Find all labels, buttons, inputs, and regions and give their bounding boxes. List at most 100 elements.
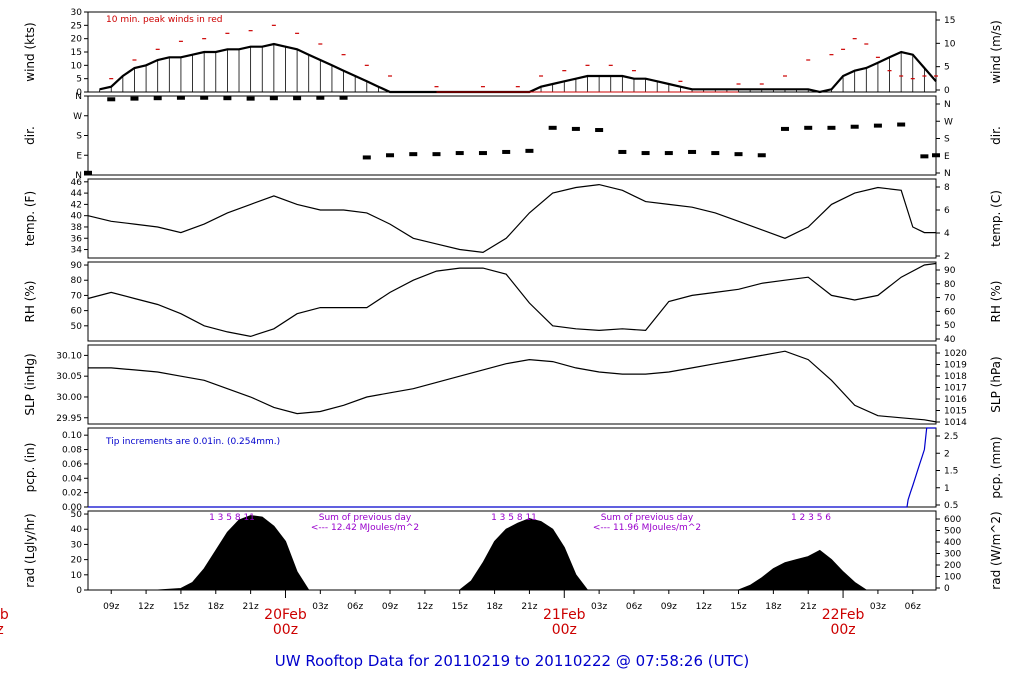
right-tick-label: 200 [944,561,961,571]
direction-point [711,151,720,156]
radiation-sum-note: <--- 11.96 MJoules/m^2 [593,523,701,533]
direction-point [107,97,116,102]
right-tick-label: 1 [944,484,950,494]
right-tick-label: 0 [944,584,950,594]
left-tick-label: 30.10 [56,351,82,361]
time-tick-label: 15z [730,602,746,612]
time-tick-label: 18z [765,602,781,612]
right-tick-label: 1020 [944,349,967,359]
panel-frame [87,178,937,259]
left-tick-label: 0.10 [62,431,82,441]
ylabel-right: pcp. (mm) [989,436,1003,498]
wind-line [99,42,937,94]
direction-point [386,153,395,158]
ylabel-left: rad (Lgly/hr) [23,513,37,587]
right-tick-label: 2 [944,252,950,262]
chart-title: UW Rooftop Data for 20110219 to 20110222… [275,652,749,670]
direction-point [130,96,139,101]
ylabel-right: SLP (hPa) [989,356,1003,412]
left-tick-label: 29.95 [56,414,82,424]
direction-point [873,123,882,128]
direction-point [688,149,697,154]
temp-line [87,183,936,254]
right-tick-label: S [944,135,950,145]
direction-point [757,153,766,158]
direction-point [478,151,487,156]
direction-point [153,96,162,101]
right-tick-label: 1019 [944,361,967,371]
date-time-label: 00z [552,622,577,638]
left-tick-label: 20 [71,35,83,45]
ylabel-left: temp. (F) [23,191,37,246]
right-tick-label: 500 [944,527,961,537]
left-tick-label: E [76,151,82,161]
direction-point [269,96,278,101]
time-tick-label: 18z [208,602,224,612]
left-tick-label: N [75,171,82,181]
left-tick-label: 10 [71,571,83,581]
right-tick-label: 100 [944,573,961,583]
right-tick-label: 5 [944,63,950,73]
direction-point [502,149,511,154]
direction-point [455,151,464,156]
time-tick-label: 12z [696,602,712,612]
right-tick-label: 1016 [944,395,967,405]
precip-annotation: Tip increments are 0.01in. (0.254mm.) [105,437,280,447]
left-tick-label: 50 [71,322,83,332]
right-tick-label: 1015 [944,407,967,417]
ylabel-right: RH (%) [989,281,1003,323]
time-tick-label: 15z [173,602,189,612]
direction-point [618,149,627,154]
right-tick-label: 1014 [944,418,967,428]
left-tick-label: 38 [71,223,83,233]
date-time-label: 00z [273,622,298,638]
left-tick-label: 30.00 [56,393,82,403]
time-tick-label: 21z [800,602,816,612]
direction-point [223,96,232,101]
date-label: 21Feb [543,607,586,623]
radiation-area [88,515,936,591]
left-tick-label: 40 [71,212,83,222]
radiation-sum-note: Sum of previous day [319,513,412,523]
left-tick-label: 90 [71,261,83,271]
left-tick-label: 44 [71,189,83,199]
edge-time-label: z [0,622,4,638]
direction-point [432,152,441,157]
left-tick-label: 5 [76,75,82,85]
direction-point [293,96,302,101]
right-tick-label: N [944,100,951,110]
precip-line [88,427,936,508]
left-tick-label: 0.02 [62,489,82,499]
left-tick-label: 0.00 [62,503,82,513]
right-tick-label: 10 [944,39,956,49]
slp-line [88,350,937,423]
left-tick-label: 50 [71,510,83,520]
right-tick-label: 400 [944,538,961,548]
date-label: 20Feb [264,607,307,623]
rh-line [87,262,937,338]
right-tick-label: 0 [944,86,950,96]
time-tick-label: 06z [905,602,921,612]
ylabel-right: rad (W/m^2) [989,511,1003,589]
left-tick-label: S [76,132,82,142]
left-tick-label: 25 [71,21,82,31]
left-tick-label: 42 [71,200,82,210]
left-tick-label: 80 [71,276,83,286]
direction-point [571,126,580,131]
right-tick-label: E [944,152,950,162]
left-tick-label: N [75,92,82,102]
radiation-hour-labels: 1 3 5 8 11 [491,513,537,523]
panel-frame [87,344,937,425]
right-tick-label: 2.5 [944,432,958,442]
right-tick-label: 300 [944,550,961,560]
time-tick-label: 06z [347,602,363,612]
direction-point [641,151,650,156]
direction-point [362,155,371,160]
left-tick-label: 46 [71,178,83,188]
time-tick-label: 12z [138,602,154,612]
left-tick-label: 30 [71,8,83,18]
direction-point [897,122,906,127]
left-tick-label: 0 [76,88,82,98]
radiation-hour-labels: 1 2 3 5 6 [791,513,831,523]
right-tick-label: N [944,169,951,179]
